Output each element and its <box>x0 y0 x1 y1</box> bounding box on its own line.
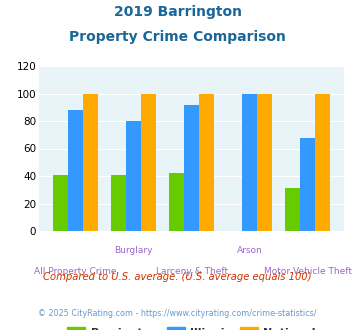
Bar <box>184 105 199 231</box>
Text: 2019 Barrington: 2019 Barrington <box>114 5 241 19</box>
Legend: Barrington, Illinois, National: Barrington, Illinois, National <box>63 322 321 330</box>
Bar <box>83 93 98 231</box>
Text: Arson: Arson <box>237 246 263 255</box>
Text: Property Crime Comparison: Property Crime Comparison <box>69 30 286 44</box>
Text: All Property Crime: All Property Crime <box>34 267 117 276</box>
Bar <box>111 175 126 231</box>
Bar <box>126 121 141 231</box>
Text: Larceny & Theft: Larceny & Theft <box>155 267 228 276</box>
Text: Compared to U.S. average. (U.S. average equals 100): Compared to U.S. average. (U.S. average … <box>43 272 312 282</box>
Text: © 2025 CityRating.com - https://www.cityrating.com/crime-statistics/: © 2025 CityRating.com - https://www.city… <box>38 309 317 317</box>
Bar <box>242 93 257 231</box>
Text: Burglary: Burglary <box>114 246 153 255</box>
Bar <box>141 93 156 231</box>
Bar <box>257 93 272 231</box>
Text: Motor Vehicle Theft: Motor Vehicle Theft <box>264 267 352 276</box>
Bar <box>300 138 315 231</box>
Bar <box>315 93 331 231</box>
Bar <box>285 188 300 231</box>
Bar <box>68 110 83 231</box>
Bar <box>169 173 184 231</box>
Bar <box>199 93 214 231</box>
Bar <box>53 175 68 231</box>
